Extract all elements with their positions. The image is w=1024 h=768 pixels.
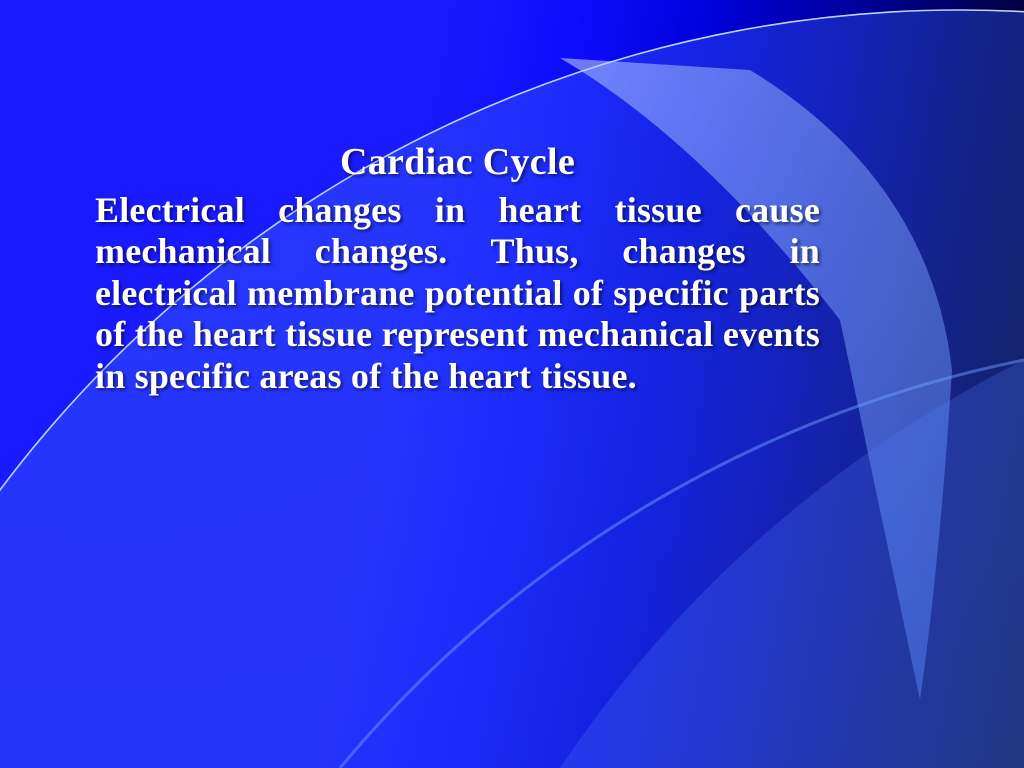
slide-body: Electrical changes in heart tissue cause… (95, 190, 820, 397)
slide-background: Cardiac Cycle Electrical changes in hear… (0, 0, 1024, 768)
slide-title: Cardiac Cycle (95, 140, 820, 184)
content-area: Cardiac Cycle Electrical changes in hear… (95, 140, 820, 397)
